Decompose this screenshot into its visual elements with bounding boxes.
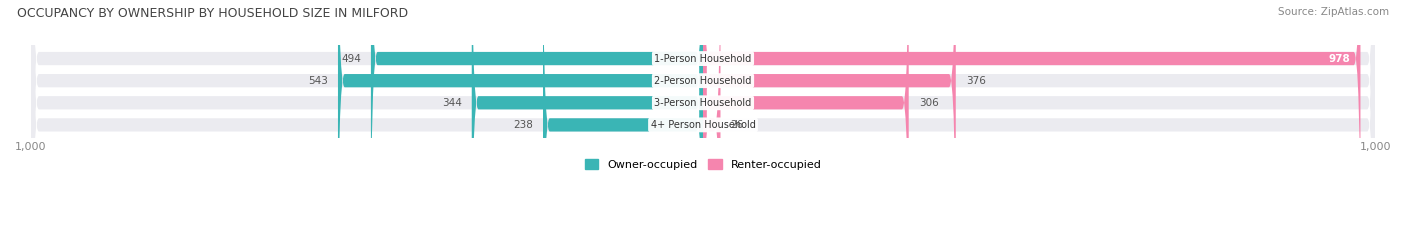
Text: Source: ZipAtlas.com: Source: ZipAtlas.com (1278, 7, 1389, 17)
FancyBboxPatch shape (703, 0, 1361, 233)
FancyBboxPatch shape (337, 0, 703, 233)
Legend: Owner-occupied, Renter-occupied: Owner-occupied, Renter-occupied (581, 155, 825, 174)
Text: 2-Person Household: 2-Person Household (654, 76, 752, 86)
FancyBboxPatch shape (703, 0, 956, 233)
Text: 543: 543 (308, 76, 328, 86)
Text: 238: 238 (513, 120, 533, 130)
Text: OCCUPANCY BY OWNERSHIP BY HOUSEHOLD SIZE IN MILFORD: OCCUPANCY BY OWNERSHIP BY HOUSEHOLD SIZE… (17, 7, 408, 20)
Text: 4+ Person Household: 4+ Person Household (651, 120, 755, 130)
Text: 1-Person Household: 1-Person Household (654, 54, 752, 64)
Text: 978: 978 (1329, 54, 1350, 64)
Text: 3-Person Household: 3-Person Household (654, 98, 752, 108)
FancyBboxPatch shape (543, 0, 703, 233)
FancyBboxPatch shape (31, 0, 1375, 233)
FancyBboxPatch shape (371, 0, 703, 233)
Text: 306: 306 (918, 98, 939, 108)
FancyBboxPatch shape (31, 0, 1375, 233)
FancyBboxPatch shape (703, 0, 908, 233)
Text: 376: 376 (966, 76, 986, 86)
Text: 494: 494 (340, 54, 361, 64)
FancyBboxPatch shape (703, 0, 720, 233)
FancyBboxPatch shape (31, 0, 1375, 233)
Text: 26: 26 (731, 120, 744, 130)
FancyBboxPatch shape (31, 0, 1375, 233)
Text: 344: 344 (441, 98, 461, 108)
FancyBboxPatch shape (472, 0, 703, 233)
